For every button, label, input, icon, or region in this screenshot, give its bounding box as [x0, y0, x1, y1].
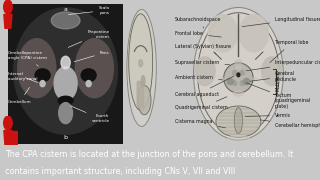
Text: Ambient cistern: Ambient cistern: [175, 75, 223, 80]
FancyBboxPatch shape: [137, 81, 143, 107]
Ellipse shape: [235, 60, 242, 65]
Ellipse shape: [61, 56, 70, 69]
Text: Cerebral
peduncle: Cerebral peduncle: [250, 71, 297, 82]
Circle shape: [4, 0, 12, 14]
Ellipse shape: [51, 12, 80, 29]
Ellipse shape: [138, 86, 151, 115]
Ellipse shape: [81, 69, 96, 82]
Text: Lateral (Sylvian) fissure: Lateral (Sylvian) fissure: [175, 44, 231, 54]
Ellipse shape: [195, 57, 215, 86]
Text: The CPA cistern is located at the junction of the pons and cerebellum. It: The CPA cistern is located at the juncti…: [5, 150, 293, 159]
Ellipse shape: [233, 81, 237, 86]
Ellipse shape: [194, 8, 283, 140]
Text: Cisterna magna: Cisterna magna: [175, 119, 226, 128]
Ellipse shape: [208, 15, 237, 52]
Ellipse shape: [141, 76, 145, 86]
Ellipse shape: [18, 39, 56, 98]
Ellipse shape: [220, 77, 224, 81]
Ellipse shape: [76, 39, 113, 98]
Text: Quadrigeminal cistern: Quadrigeminal cistern: [175, 97, 228, 110]
Ellipse shape: [139, 60, 143, 67]
Ellipse shape: [59, 103, 73, 124]
Ellipse shape: [262, 57, 282, 86]
Text: Cerebellar hemisphere: Cerebellar hemisphere: [261, 120, 320, 128]
Bar: [10, 131, 17, 145]
Text: Scala
pons: Scala pons: [68, 6, 109, 15]
Polygon shape: [4, 130, 12, 144]
Ellipse shape: [14, 8, 117, 134]
Circle shape: [237, 73, 240, 77]
Text: Interpeduncular cistern: Interpeduncular cistern: [246, 60, 320, 71]
Ellipse shape: [240, 70, 244, 75]
Ellipse shape: [233, 91, 244, 96]
Ellipse shape: [240, 81, 244, 86]
Text: Tectum
(quadrigeminal
plate): Tectum (quadrigeminal plate): [246, 83, 311, 109]
Text: Frontal lobe: Frontal lobe: [175, 31, 221, 37]
Polygon shape: [4, 14, 12, 28]
Ellipse shape: [129, 14, 153, 110]
Text: Cerebellum: Cerebellum: [8, 87, 32, 104]
Ellipse shape: [58, 96, 73, 105]
Ellipse shape: [216, 106, 261, 137]
Ellipse shape: [35, 69, 50, 82]
Ellipse shape: [234, 108, 243, 134]
Ellipse shape: [239, 15, 268, 52]
Ellipse shape: [236, 66, 241, 69]
Text: Suprasellar cistern: Suprasellar cistern: [175, 60, 229, 65]
Circle shape: [86, 80, 91, 87]
Text: Subarachnoidspace: Subarachnoidspace: [175, 17, 221, 28]
Ellipse shape: [227, 136, 250, 142]
Text: Cerebellopontine
angle (CPA) cistern: Cerebellopontine angle (CPA) cistern: [8, 51, 47, 66]
Text: Cerebral aqueduct: Cerebral aqueduct: [175, 76, 234, 97]
Text: contains important structure, including CNs V, VII and VIII: contains important structure, including …: [5, 167, 235, 176]
Text: Prepontine
cistern: Prepontine cistern: [68, 30, 109, 48]
Ellipse shape: [227, 78, 234, 85]
Text: Midbrain: Midbrain: [276, 71, 281, 91]
Text: Internal
auditory canal: Internal auditory canal: [8, 72, 38, 83]
Text: Fourth
ventricle: Fourth ventricle: [70, 106, 109, 123]
Circle shape: [40, 80, 45, 87]
Ellipse shape: [198, 13, 279, 135]
Text: Longitudinal fissure: Longitudinal fissure: [242, 17, 320, 27]
Text: Temporal lobe: Temporal lobe: [270, 40, 308, 63]
Ellipse shape: [233, 70, 237, 75]
Circle shape: [4, 116, 12, 130]
Text: a: a: [64, 7, 68, 12]
Ellipse shape: [54, 67, 77, 100]
Ellipse shape: [253, 77, 257, 81]
Text: b: b: [64, 136, 68, 140]
Ellipse shape: [127, 9, 156, 126]
Ellipse shape: [224, 63, 253, 93]
Text: Pons: Pons: [74, 51, 109, 62]
Text: Vermis: Vermis: [245, 113, 291, 118]
Ellipse shape: [243, 78, 250, 85]
